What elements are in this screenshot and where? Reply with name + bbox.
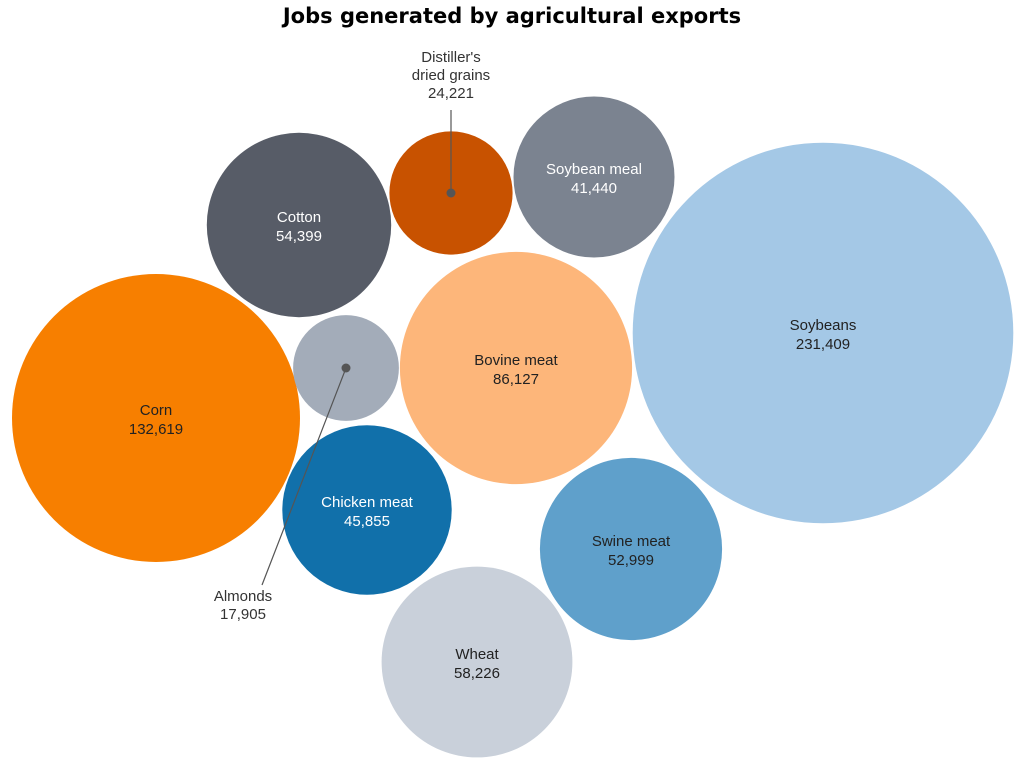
bubble-value-soybean-meal: 41,440 [571, 180, 617, 197]
callout-value-almonds: 17,905 [220, 606, 266, 623]
callout-value-distillers-dried-grains: 24,221 [428, 85, 474, 102]
bubble-label-corn: Corn [140, 402, 173, 419]
bubble-label-chicken-meat: Chicken meat [321, 494, 414, 511]
bubble-value-soybeans: 231,409 [796, 336, 850, 353]
bubble-value-swine-meat: 52,999 [608, 552, 654, 569]
bubble-value-chicken-meat: 45,855 [344, 513, 390, 530]
bubble-value-bovine-meat: 86,127 [493, 371, 539, 388]
callout-dot-distillers-dried-grains [447, 189, 456, 198]
bubble-value-wheat: 58,226 [454, 665, 500, 682]
bubble-label-wheat: Wheat [455, 646, 499, 663]
bubble-label-swine-meat: Swine meat [592, 533, 671, 550]
callout-label-almonds: Almonds [214, 588, 272, 605]
callout-label-distillers-dried-grains: dried grains [412, 67, 490, 84]
callout-label-distillers-dried-grains: Distiller's [421, 49, 481, 66]
bubble-label-bovine-meat: Bovine meat [474, 352, 558, 369]
bubble-label-cotton: Cotton [277, 209, 321, 226]
bubble-label-soybean-meal: Soybean meal [546, 161, 642, 178]
bubble-value-corn: 132,619 [129, 421, 183, 438]
bubble-label-soybeans: Soybeans [790, 317, 857, 334]
bubble-value-cotton: 54,399 [276, 228, 322, 245]
callout-dot-almonds [342, 364, 351, 373]
